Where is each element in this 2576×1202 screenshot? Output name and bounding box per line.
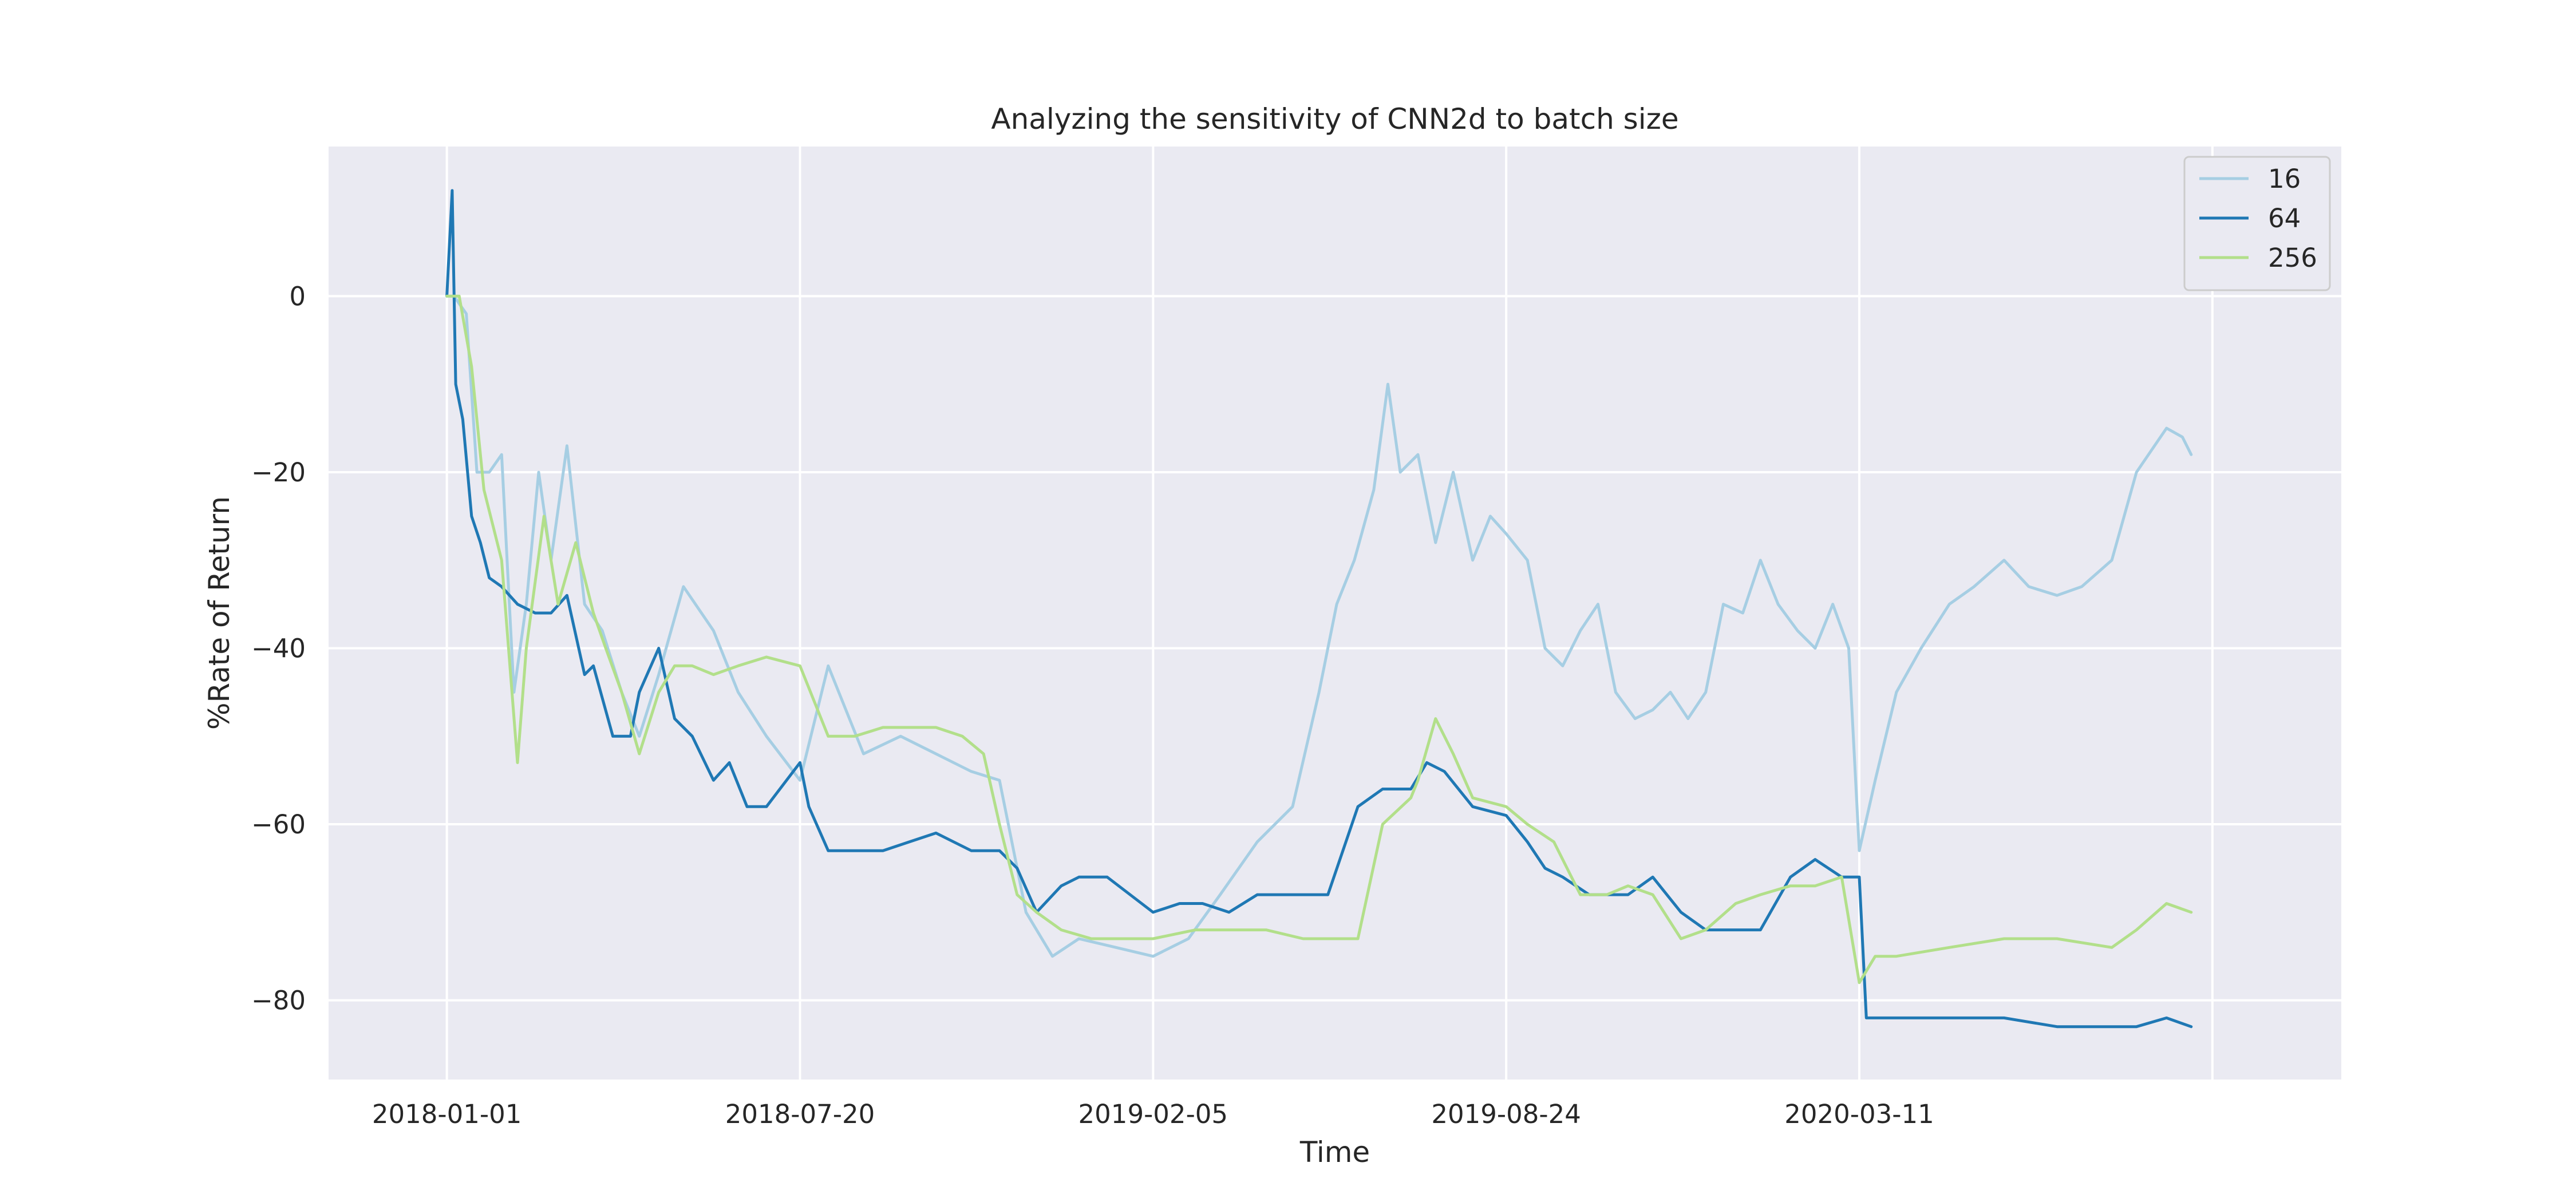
legend-label-16: 16 xyxy=(2268,164,2301,194)
y-tick-label: 0 xyxy=(289,281,306,311)
series-lines xyxy=(445,189,2193,1029)
x-tick-label: 2018-01-01 xyxy=(372,1099,522,1129)
legend-label-256: 256 xyxy=(2268,243,2317,273)
legend-label-64: 64 xyxy=(2268,203,2301,234)
y-tick-label: −20 xyxy=(251,457,306,488)
grid-lines xyxy=(329,147,2341,1080)
y-tick-labels: 0 −20 −40 −60 −80 xyxy=(251,281,306,1015)
chart-title: Analyzing the sensitivity of CNN2d to ba… xyxy=(991,102,1678,136)
x-tick-label: 2019-02-05 xyxy=(1078,1099,1228,1129)
series-line-256 xyxy=(445,294,2193,984)
y-tick-label: −80 xyxy=(251,986,306,1016)
series-line-64 xyxy=(445,189,2193,1029)
x-tick-label: 2019-08-24 xyxy=(1431,1099,1581,1129)
x-tick-labels: 2018-01-01 2018-07-20 2019-02-05 2019-08-24… xyxy=(372,1099,1934,1129)
x-axis-label: Time xyxy=(1299,1136,1370,1169)
y-tick-label: −60 xyxy=(251,809,306,840)
x-tick-label: 2018-07-20 xyxy=(725,1099,875,1129)
series-line-16 xyxy=(445,294,2193,958)
y-tick-label: −40 xyxy=(251,634,306,664)
x-tick-label: 2020-03-11 xyxy=(1784,1099,1934,1129)
legend: 16 64 256 xyxy=(2183,156,2331,291)
y-axis-label: %Rate of Return xyxy=(203,496,236,730)
